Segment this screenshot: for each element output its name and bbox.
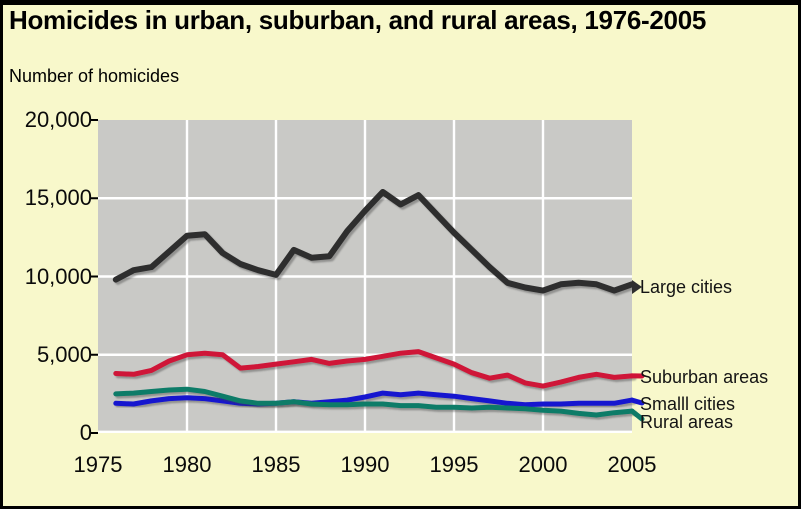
large-cities-pointer [632,280,642,294]
series-label-large-cities: Large cities [640,277,733,297]
x-tick-label: 2000 [518,452,568,477]
x-tick-label: 1975 [73,452,123,477]
y-tick-label: 0 [79,420,92,445]
x-tick-label: 2005 [607,452,657,477]
series-label-rural-areas: Rural areas [640,412,734,432]
x-tick-label: 1985 [251,452,301,477]
y-tick-label: 10,000 [24,263,92,289]
y-tick-label: 15,000 [24,185,92,211]
x-tick-label: 1980 [162,452,212,477]
series-line-rural-areas [113,386,635,418]
series-label-smalll-cities: Smalll cities [640,394,736,414]
y-axis-unit-label: Number of homicides [9,66,180,86]
series-line-smalll-cities [113,390,635,408]
chart-title: Homicides in urban, suburban, and rural … [9,5,707,35]
rural-areas-pointer [629,408,645,422]
x-tick-label: 1995 [429,452,479,477]
y-tick-label: 5,000 [36,341,92,367]
series-label-suburban-areas: Suburban areas [640,367,769,387]
series-line-large-cities [112,189,635,294]
series-line-suburban-areas [113,349,635,389]
small-cities-pointer [629,397,645,406]
x-tick-label: 1990 [340,452,390,477]
y-tick-label: 20,000 [24,107,92,132]
